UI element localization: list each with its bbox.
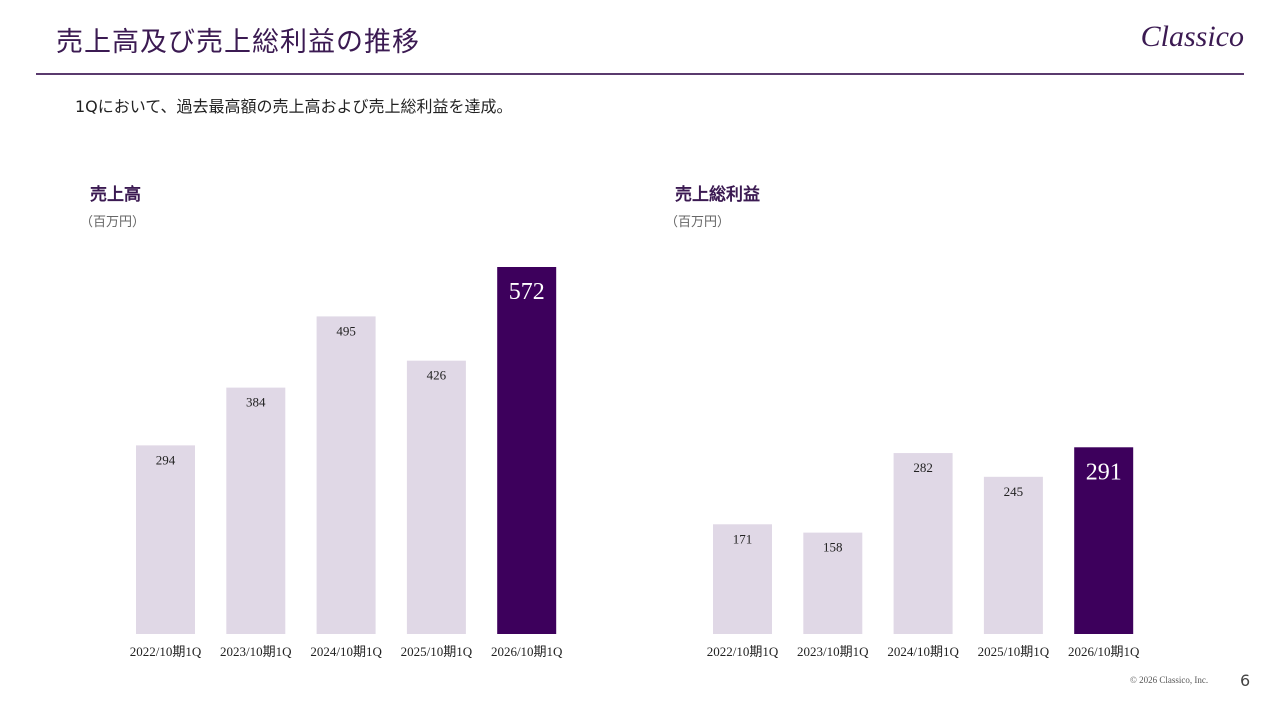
data-label: 158	[823, 540, 843, 555]
bar	[983, 476, 1043, 634]
data-label: 426	[427, 368, 447, 383]
data-label: 171	[733, 531, 753, 546]
data-label: 291	[1086, 459, 1122, 485]
slide-subtitle: 1Qにおいて、過去最高額の売上高および売上総利益を達成。	[75, 97, 513, 116]
category-label: 2022/10期1Q	[130, 644, 202, 659]
gross-profit-chart-unit: （百万円）	[665, 215, 731, 230]
gross-profit-chart-title: 売上総利益	[675, 185, 760, 205]
category-label: 2026/10期1Q	[491, 644, 563, 659]
bar	[316, 316, 376, 634]
bar	[136, 445, 195, 634]
category-label: 2023/10期1Q	[797, 644, 869, 659]
bar	[713, 524, 772, 634]
category-label: 2025/10期1Q	[978, 644, 1050, 659]
data-label: 245	[1004, 484, 1024, 499]
data-label: 282	[913, 460, 933, 475]
category-label: 2022/10期1Q	[707, 644, 779, 659]
header-divider	[36, 73, 1244, 75]
category-label: 2023/10期1Q	[220, 644, 292, 659]
data-label: 495	[336, 323, 356, 338]
sales-chart-unit: （百万円）	[80, 215, 146, 230]
sales-chart-title: 売上高	[90, 185, 141, 205]
bar	[803, 532, 863, 634]
bar	[497, 267, 557, 634]
copyright: © 2026 Classico, Inc.	[1130, 675, 1209, 685]
category-label: 2024/10期1Q	[887, 644, 959, 659]
data-label: 294	[156, 452, 176, 467]
bar	[893, 453, 953, 634]
bar	[226, 387, 286, 634]
bar	[406, 360, 466, 634]
page-number: 6	[1240, 671, 1251, 690]
data-label: 384	[246, 395, 266, 410]
data-label: 572	[509, 279, 545, 305]
category-label: 2025/10期1Q	[401, 644, 473, 659]
category-label: 2024/10期1Q	[310, 644, 382, 659]
category-label: 2026/10期1Q	[1068, 644, 1140, 659]
page-title: 売上高及び売上総利益の推移	[56, 27, 420, 58]
bar	[1074, 447, 1134, 634]
classico-logo: Classico	[1140, 20, 1244, 53]
